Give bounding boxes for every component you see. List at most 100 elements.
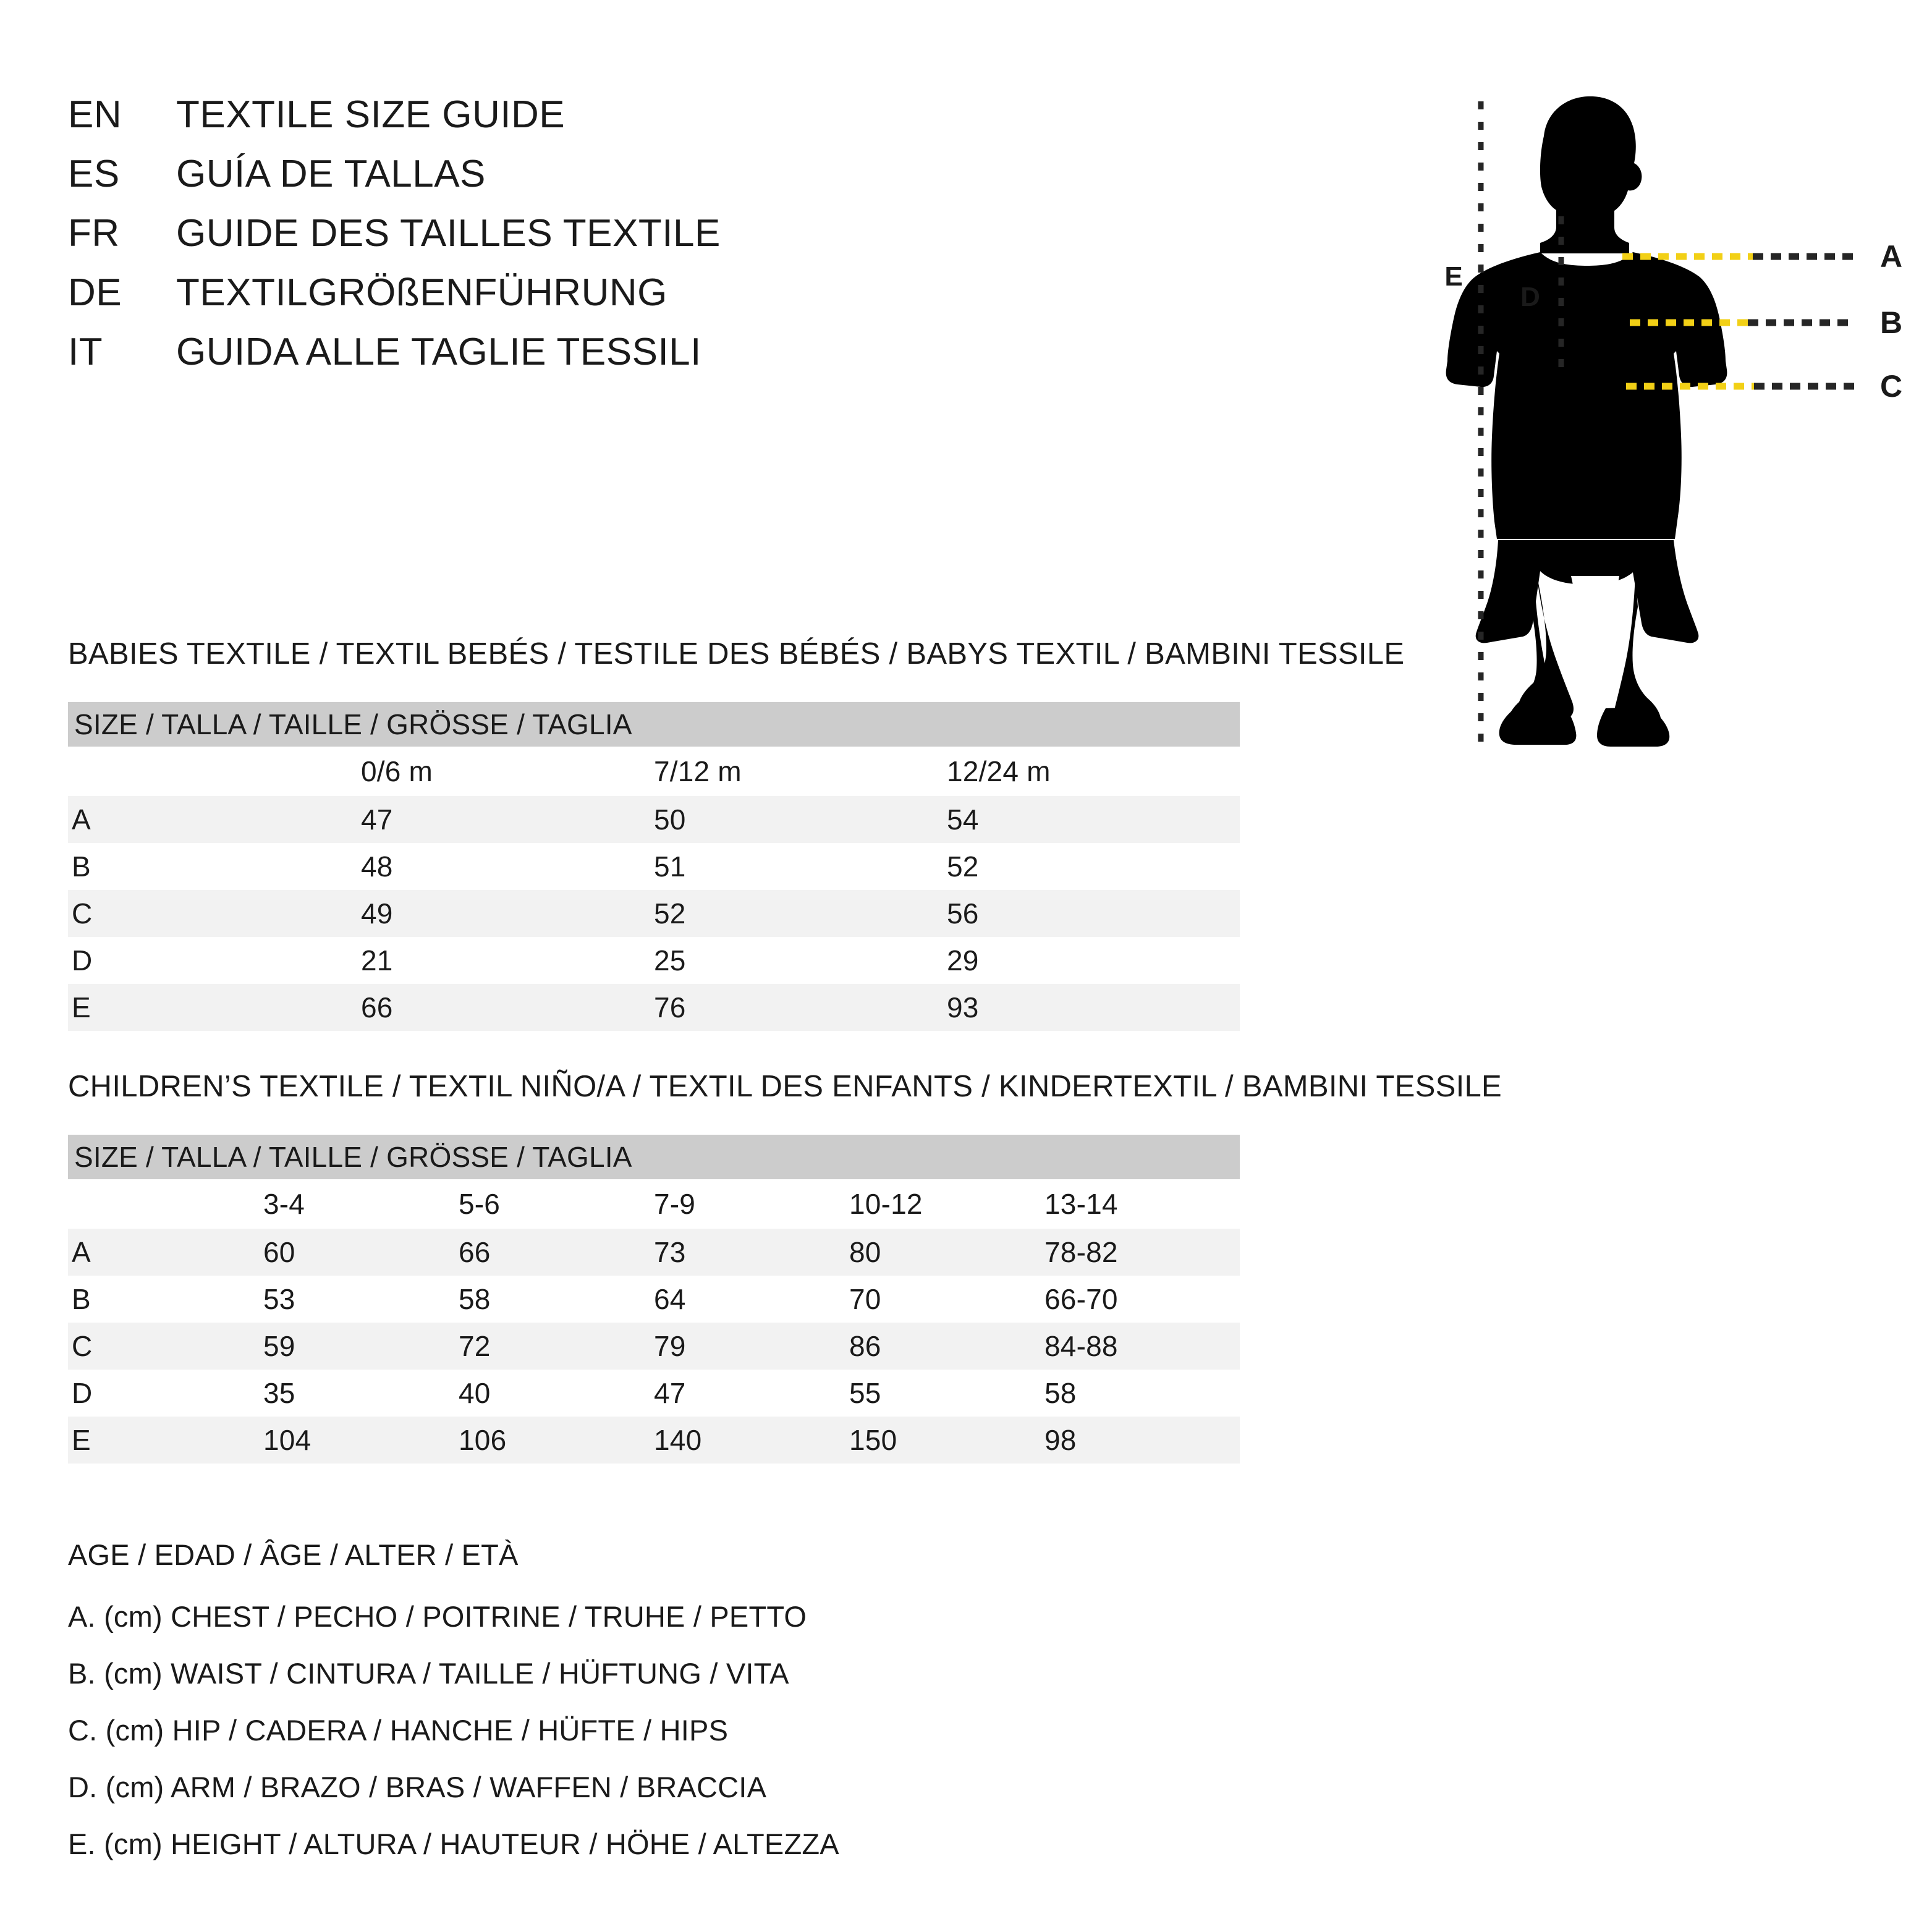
babies-table-header-band: SIZE / TALLA / TAILLE / GRÖSSE / TAGLIA	[68, 702, 1240, 747]
children-cell-a-2: 73	[654, 1229, 849, 1276]
language-title-en: TEXTILE SIZE GUIDE	[176, 93, 566, 136]
babies-cell-a-1: 50	[654, 796, 947, 843]
babies-row-label-a: A	[68, 796, 361, 843]
table-row: A 60 66 73 80 78-82	[68, 1229, 1240, 1276]
babies-column-header-row: 0/6 m 7/12 m 12/24 m	[68, 747, 1240, 796]
children-cell-e-4: 98	[1044, 1417, 1240, 1464]
children-cell-d-1: 40	[459, 1370, 654, 1417]
children-row-label-b: B	[68, 1276, 263, 1323]
children-cell-b-0: 53	[263, 1276, 459, 1323]
babies-cell-b-2: 52	[947, 843, 1240, 890]
babies-corner-cell	[68, 747, 361, 796]
babies-column-header-1: 7/12 m	[654, 747, 947, 796]
babies-column-header-0: 0/6 m	[361, 747, 654, 796]
table-row: B 53 58 64 70 66-70	[68, 1276, 1240, 1323]
babies-cell-c-1: 52	[654, 890, 947, 937]
measurement-diagram: E D A B C	[1409, 74, 1932, 760]
language-title-fr: GUIDE DES TAILLES TEXTILE	[176, 212, 721, 255]
children-cell-a-4: 78-82	[1044, 1229, 1240, 1276]
children-column-header-0: 3-4	[263, 1179, 459, 1229]
language-code-de: DE	[68, 271, 122, 314]
children-column-header-1: 5-6	[459, 1179, 654, 1229]
children-section-title: CHILDREN’S TEXTILE / TEXTIL NIÑO/A / TEX…	[68, 1070, 1502, 1103]
children-corner-cell	[68, 1179, 263, 1229]
babies-cell-a-0: 47	[361, 796, 654, 843]
children-cell-c-4: 84-88	[1044, 1323, 1240, 1370]
children-cell-c-3: 86	[849, 1323, 1044, 1370]
language-row-de: DE TEXTILGRÖßENFÜHRUNG	[68, 271, 933, 330]
children-cell-d-2: 47	[654, 1370, 849, 1417]
babies-row-label-b: B	[68, 843, 361, 890]
language-code-fr: FR	[68, 212, 120, 255]
table-row: C 49 52 56	[68, 890, 1240, 937]
children-row-label-d: D	[68, 1370, 263, 1417]
language-title-it: GUIDA ALLE TAGLIE TESSILI	[176, 331, 701, 373]
babies-row-label-d: D	[68, 937, 361, 984]
children-cell-e-3: 150	[849, 1417, 1044, 1464]
language-row-en: EN TEXTILE SIZE GUIDE	[68, 93, 933, 152]
language-title-es: GUÍA DE TALLAS	[176, 153, 486, 195]
legend-item-a: A. (cm) CHEST / PECHO / POITRINE / TRUHE…	[68, 1600, 807, 1633]
children-row-label-e: E	[68, 1417, 263, 1464]
babies-cell-d-0: 21	[361, 937, 654, 984]
language-row-es: ES GUÍA DE TALLAS	[68, 152, 933, 211]
children-cell-a-0: 60	[263, 1229, 459, 1276]
children-cell-b-3: 70	[849, 1276, 1044, 1323]
children-cell-b-4: 66-70	[1044, 1276, 1240, 1323]
children-cell-b-2: 64	[654, 1276, 849, 1323]
children-cell-a-1: 66	[459, 1229, 654, 1276]
table-row: C 59 72 79 86 84-88	[68, 1323, 1240, 1370]
children-size-section: CHILDREN’S TEXTILE / TEXTIL NIÑO/A / TEX…	[68, 1069, 1502, 1464]
babies-row-label-c: C	[68, 890, 361, 937]
babies-cell-d-2: 29	[947, 937, 1240, 984]
children-cell-d-3: 55	[849, 1370, 1044, 1417]
babies-cell-c-2: 56	[947, 890, 1240, 937]
table-row: E 104 106 140 150 98	[68, 1417, 1240, 1464]
children-header-band-label: SIZE / TALLA / TAILLE / GRÖSSE / TAGLIA	[68, 1135, 1240, 1179]
legend-item-b: B. (cm) WAIST / CINTURA / TAILLE / HÜFTU…	[68, 1657, 789, 1690]
language-title-block: EN TEXTILE SIZE GUIDE ES GUÍA DE TALLAS …	[68, 93, 933, 389]
language-title-de: TEXTILGRÖßENFÜHRUNG	[176, 271, 667, 314]
table-row: D 35 40 47 55 58	[68, 1370, 1240, 1417]
figure-svg: E D A B C	[1444, 96, 1902, 753]
legend-item-e: E. (cm) HEIGHT / ALTURA / HAUTEUR / HÖHE…	[68, 1828, 839, 1860]
babies-column-header-2: 12/24 m	[947, 747, 1240, 796]
children-cell-d-4: 58	[1044, 1370, 1240, 1417]
legend-item-d: D. (cm) ARM / BRAZO / BRAS / WAFFEN / BR…	[68, 1771, 767, 1803]
babies-cell-b-0: 48	[361, 843, 654, 890]
babies-size-section: BABIES TEXTILE / TEXTIL BEBÉS / TESTILE …	[68, 637, 1404, 1031]
table-row: D 21 25 29	[68, 937, 1240, 984]
children-cell-d-0: 35	[263, 1370, 459, 1417]
language-code-es: ES	[68, 153, 120, 195]
child-silhouette-icon	[1446, 96, 1727, 747]
children-column-header-row: 3-4 5-6 7-9 10-12 13-14	[68, 1179, 1240, 1229]
babies-header-band-label: SIZE / TALLA / TAILLE / GRÖSSE / TAGLIA	[68, 702, 1240, 747]
children-row-label-c: C	[68, 1323, 263, 1370]
babies-cell-b-1: 51	[654, 843, 947, 890]
babies-cell-a-2: 54	[947, 796, 1240, 843]
babies-row-label-e: E	[68, 984, 361, 1031]
children-size-table: SIZE / TALLA / TAILLE / GRÖSSE / TAGLIA …	[68, 1135, 1240, 1464]
babies-cell-d-1: 25	[654, 937, 947, 984]
children-column-header-3: 10-12	[849, 1179, 1044, 1229]
figure-label-c: C	[1880, 369, 1902, 404]
babies-size-table: SIZE / TALLA / TAILLE / GRÖSSE / TAGLIA …	[68, 702, 1240, 1031]
table-row: B 48 51 52	[68, 843, 1240, 890]
babies-cell-e-0: 66	[361, 984, 654, 1031]
language-row-it: IT GUIDA ALLE TAGLIE TESSILI	[68, 330, 933, 389]
children-row-label-a: A	[68, 1229, 263, 1276]
children-table-header-band: SIZE / TALLA / TAILLE / GRÖSSE / TAGLIA	[68, 1135, 1240, 1179]
language-code-it: IT	[68, 331, 103, 373]
children-cell-e-2: 140	[654, 1417, 849, 1464]
children-cell-a-3: 80	[849, 1229, 1044, 1276]
language-row-fr: FR GUIDE DES TAILLES TEXTILE	[68, 211, 933, 271]
figure-label-a: A	[1880, 239, 1902, 274]
figure-label-d: D	[1520, 282, 1540, 312]
children-cell-c-0: 59	[263, 1323, 459, 1370]
measurement-legend: AGE / EDAD / ÂGE / ALTER / ETÀ A. (cm) C…	[68, 1527, 1119, 1873]
children-cell-e-1: 106	[459, 1417, 654, 1464]
children-cell-c-1: 72	[459, 1323, 654, 1370]
children-column-header-2: 7-9	[654, 1179, 849, 1229]
figure-label-e: E	[1444, 261, 1462, 292]
language-code-en: EN	[68, 93, 122, 136]
